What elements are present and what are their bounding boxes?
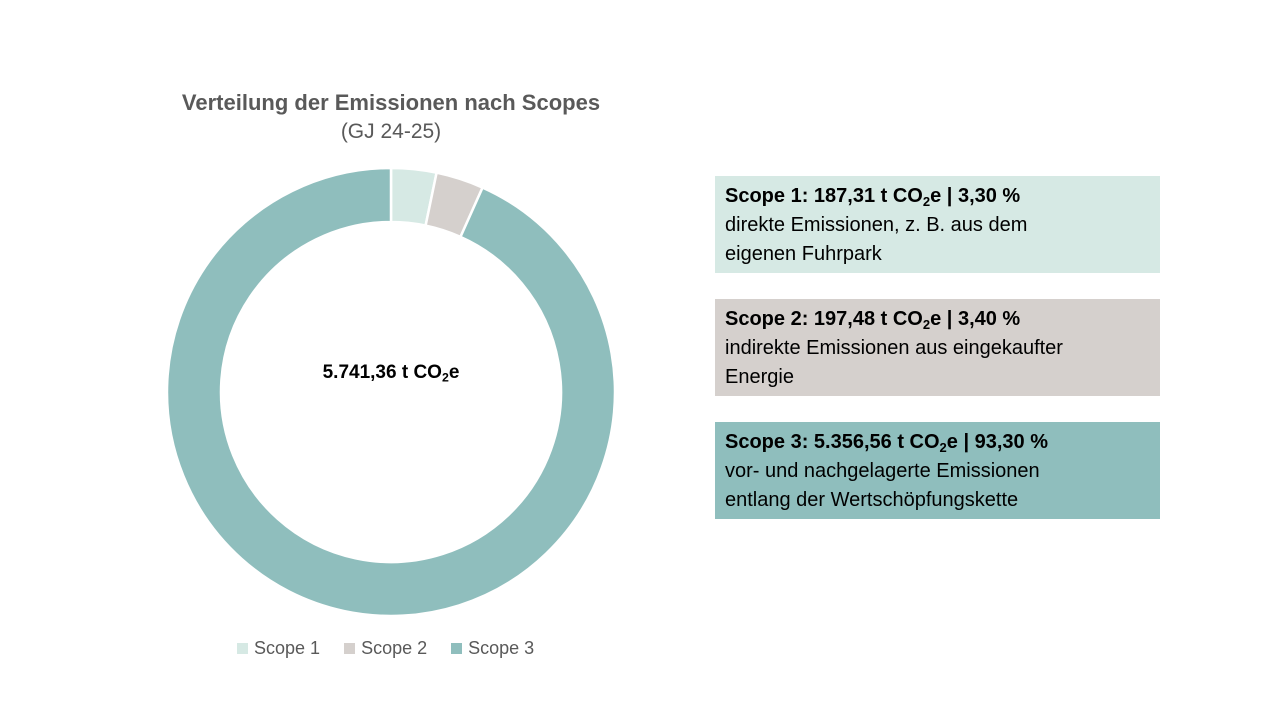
scope-2-description-line-1: indirekte Emissionen aus eingekaufter bbox=[725, 337, 1063, 359]
scope-3-heading: Scope 3: 5.356,56 t CO2e | 93,30 % bbox=[725, 431, 1049, 455]
chart-legend: Scope 1 Scope 2 Scope 3 bbox=[237, 638, 534, 659]
chart-title-block: Verteilung der Emissionen nach Scopes (G… bbox=[140, 88, 642, 146]
legend-label: Scope 1 bbox=[254, 638, 321, 658]
scope-1-heading: Scope 1: 187,31 t CO2e | 3,30 % bbox=[725, 185, 1021, 209]
legend-swatch-scope-1 bbox=[237, 643, 248, 654]
scope-2-info-box: Scope 2: 197,48 t CO2e | 3,40 % indirekt… bbox=[715, 299, 1160, 396]
legend-swatch-scope-2 bbox=[344, 643, 356, 654]
legend-item-scope-1: Scope 1 bbox=[237, 638, 320, 659]
donut-slices bbox=[165, 166, 617, 618]
scope-1-description-line-2: eigenen Fuhrpark bbox=[725, 243, 882, 265]
chart-subtitle: (GJ 24-25) bbox=[340, 120, 442, 143]
legend-label: Scope 3 bbox=[468, 638, 535, 658]
donut-slice-scope-3 bbox=[165, 166, 617, 618]
scope-2-description-line-2: Energie bbox=[725, 366, 794, 388]
chart-title: Verteilung der Emissionen nach Scopes bbox=[181, 90, 601, 115]
legend-item-scope-2: Scope 2 bbox=[344, 638, 427, 659]
total-emissions-label: 5.741,36 t CO2e bbox=[322, 362, 460, 385]
legend-swatch-scope-3 bbox=[451, 643, 463, 654]
scope-2-heading: Scope 2: 197,48 t CO2e | 3,40 % bbox=[725, 308, 1021, 332]
legend-item-scope-3: Scope 3 bbox=[451, 638, 534, 659]
scope-3-description-line-2: entlang der Wertschöpfungskette bbox=[725, 489, 1019, 511]
legend-label: Scope 2 bbox=[361, 638, 428, 658]
scope-1-description-line-1: direkte Emissionen, z. B. aus dem bbox=[725, 214, 1028, 236]
scope-3-description-line-1: vor- und nachgelagerte Emissionen bbox=[725, 460, 1040, 482]
scope-1-info-box: Scope 1: 187,31 t CO2e | 3,30 % direkte … bbox=[715, 176, 1160, 273]
scope-3-info-box: Scope 3: 5.356,56 t CO2e | 93,30 % vor- … bbox=[715, 422, 1160, 519]
